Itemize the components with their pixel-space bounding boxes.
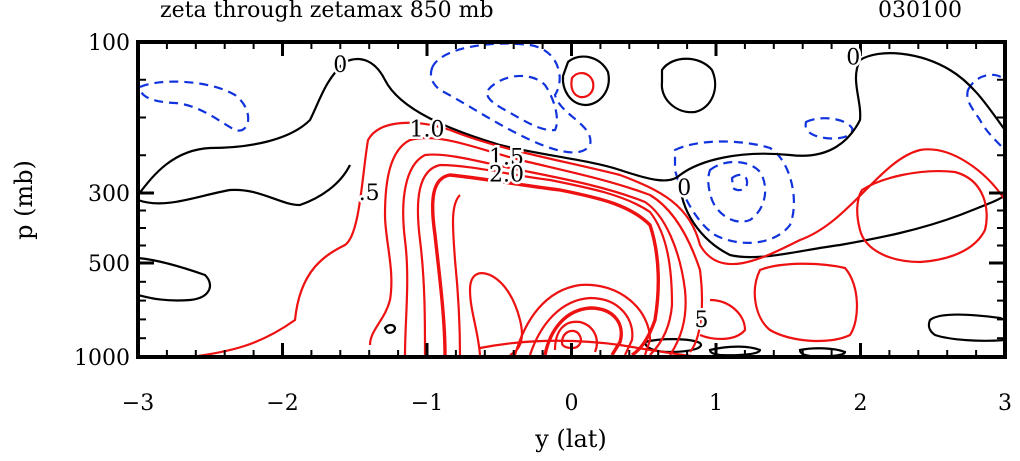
zero-contour — [927, 313, 1007, 342]
contour-label-group: 0 0 0 1.0 1.52.0 .5 5 — [331, 43, 863, 335]
contour-label: .5 — [359, 181, 380, 206]
positive-contour — [479, 339, 701, 359]
positive-contour — [368, 136, 704, 353]
negative-contours — [138, 42, 1007, 244]
contour-label: 2.0 — [489, 163, 524, 188]
chart-title: zeta through zetamax 850 mb — [160, 0, 494, 23]
contour-label: 0 — [846, 46, 860, 71]
negative-contour — [429, 42, 592, 154]
positive-contour — [856, 170, 988, 264]
positive-contour — [753, 262, 859, 343]
zero-contour — [137, 256, 212, 302]
contour-label: 0 — [333, 53, 347, 78]
x-axis-label: y (lat) — [534, 425, 607, 453]
x-tick-label: 1 — [709, 391, 723, 416]
negative-contour — [673, 140, 795, 244]
positive-contour — [528, 296, 634, 356]
contour-label: 1.5 — [489, 145, 524, 170]
zero-contour — [561, 55, 610, 107]
x-tick-label: 3 — [998, 391, 1012, 416]
negative-contour — [730, 173, 749, 192]
y-tick-label: 500 — [88, 252, 130, 277]
positive-contour — [189, 121, 1006, 359]
negative-contour — [486, 74, 559, 132]
positive-contours — [189, 72, 1006, 359]
zero-contour — [678, 179, 1006, 259]
x-axis: −3 −2 −1 0 1 2 3 — [122, 42, 1012, 416]
zero-contour — [383, 323, 397, 334]
x-tick-label: 2 — [854, 391, 868, 416]
zero-contour — [660, 57, 717, 114]
negative-contour — [966, 73, 1007, 153]
x-tick-label: 0 — [565, 391, 579, 416]
positive-contour — [699, 298, 747, 340]
negative-contour — [804, 117, 854, 140]
y-tick-label: 300 — [88, 182, 130, 207]
x-tick-label: −3 — [122, 391, 154, 416]
positive-contour — [430, 173, 660, 357]
y-tick-label: 1000 — [74, 346, 130, 371]
zero-contour — [137, 52, 1006, 196]
zero-contours — [137, 52, 1007, 358]
negative-contour — [707, 160, 767, 223]
zero-contour — [137, 164, 351, 207]
contour-label: 5 — [695, 308, 709, 333]
zero-contour — [708, 345, 762, 357]
contour-label: 0 — [677, 176, 691, 201]
negative-contour — [138, 80, 250, 132]
positive-contour — [513, 283, 652, 356]
y-tick-label: 100 — [88, 31, 130, 56]
positive-contour — [570, 72, 595, 99]
chart-code: 030100 — [878, 0, 962, 23]
positive-contour — [402, 153, 687, 356]
positive-contour — [560, 329, 582, 350]
positive-contour — [543, 306, 623, 356]
positive-contour — [416, 163, 674, 356]
positive-contour — [451, 194, 462, 356]
x-tick-label: −1 — [411, 391, 443, 416]
y-axis-label: p (mb) — [10, 160, 38, 240]
x-tick-label: −2 — [266, 391, 298, 416]
contour-label: 1.0 — [410, 117, 445, 142]
